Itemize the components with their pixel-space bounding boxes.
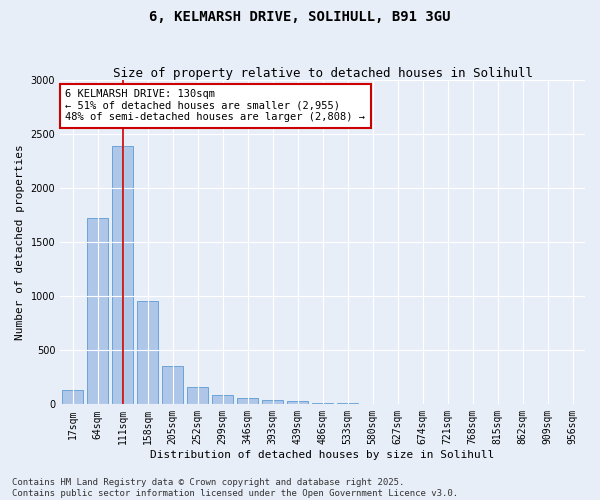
Text: 6 KELMARSH DRIVE: 130sqm
← 51% of detached houses are smaller (2,955)
48% of sem: 6 KELMARSH DRIVE: 130sqm ← 51% of detach… [65, 89, 365, 122]
X-axis label: Distribution of detached houses by size in Solihull: Distribution of detached houses by size … [151, 450, 495, 460]
Text: Contains HM Land Registry data © Crown copyright and database right 2025.
Contai: Contains HM Land Registry data © Crown c… [12, 478, 458, 498]
Bar [187, 387, 208, 404]
Bar [262, 400, 283, 404]
Bar [162, 366, 183, 405]
Bar [287, 402, 308, 404]
Bar [212, 394, 233, 404]
Bar [112, 146, 133, 404]
Bar [137, 302, 158, 405]
Y-axis label: Number of detached properties: Number of detached properties [15, 144, 25, 340]
Bar [87, 218, 108, 404]
Text: 6, KELMARSH DRIVE, SOLIHULL, B91 3GU: 6, KELMARSH DRIVE, SOLIHULL, B91 3GU [149, 10, 451, 24]
Title: Size of property relative to detached houses in Solihull: Size of property relative to detached ho… [113, 66, 533, 80]
Bar [62, 390, 83, 404]
Bar [237, 398, 258, 404]
Bar [312, 402, 333, 404]
